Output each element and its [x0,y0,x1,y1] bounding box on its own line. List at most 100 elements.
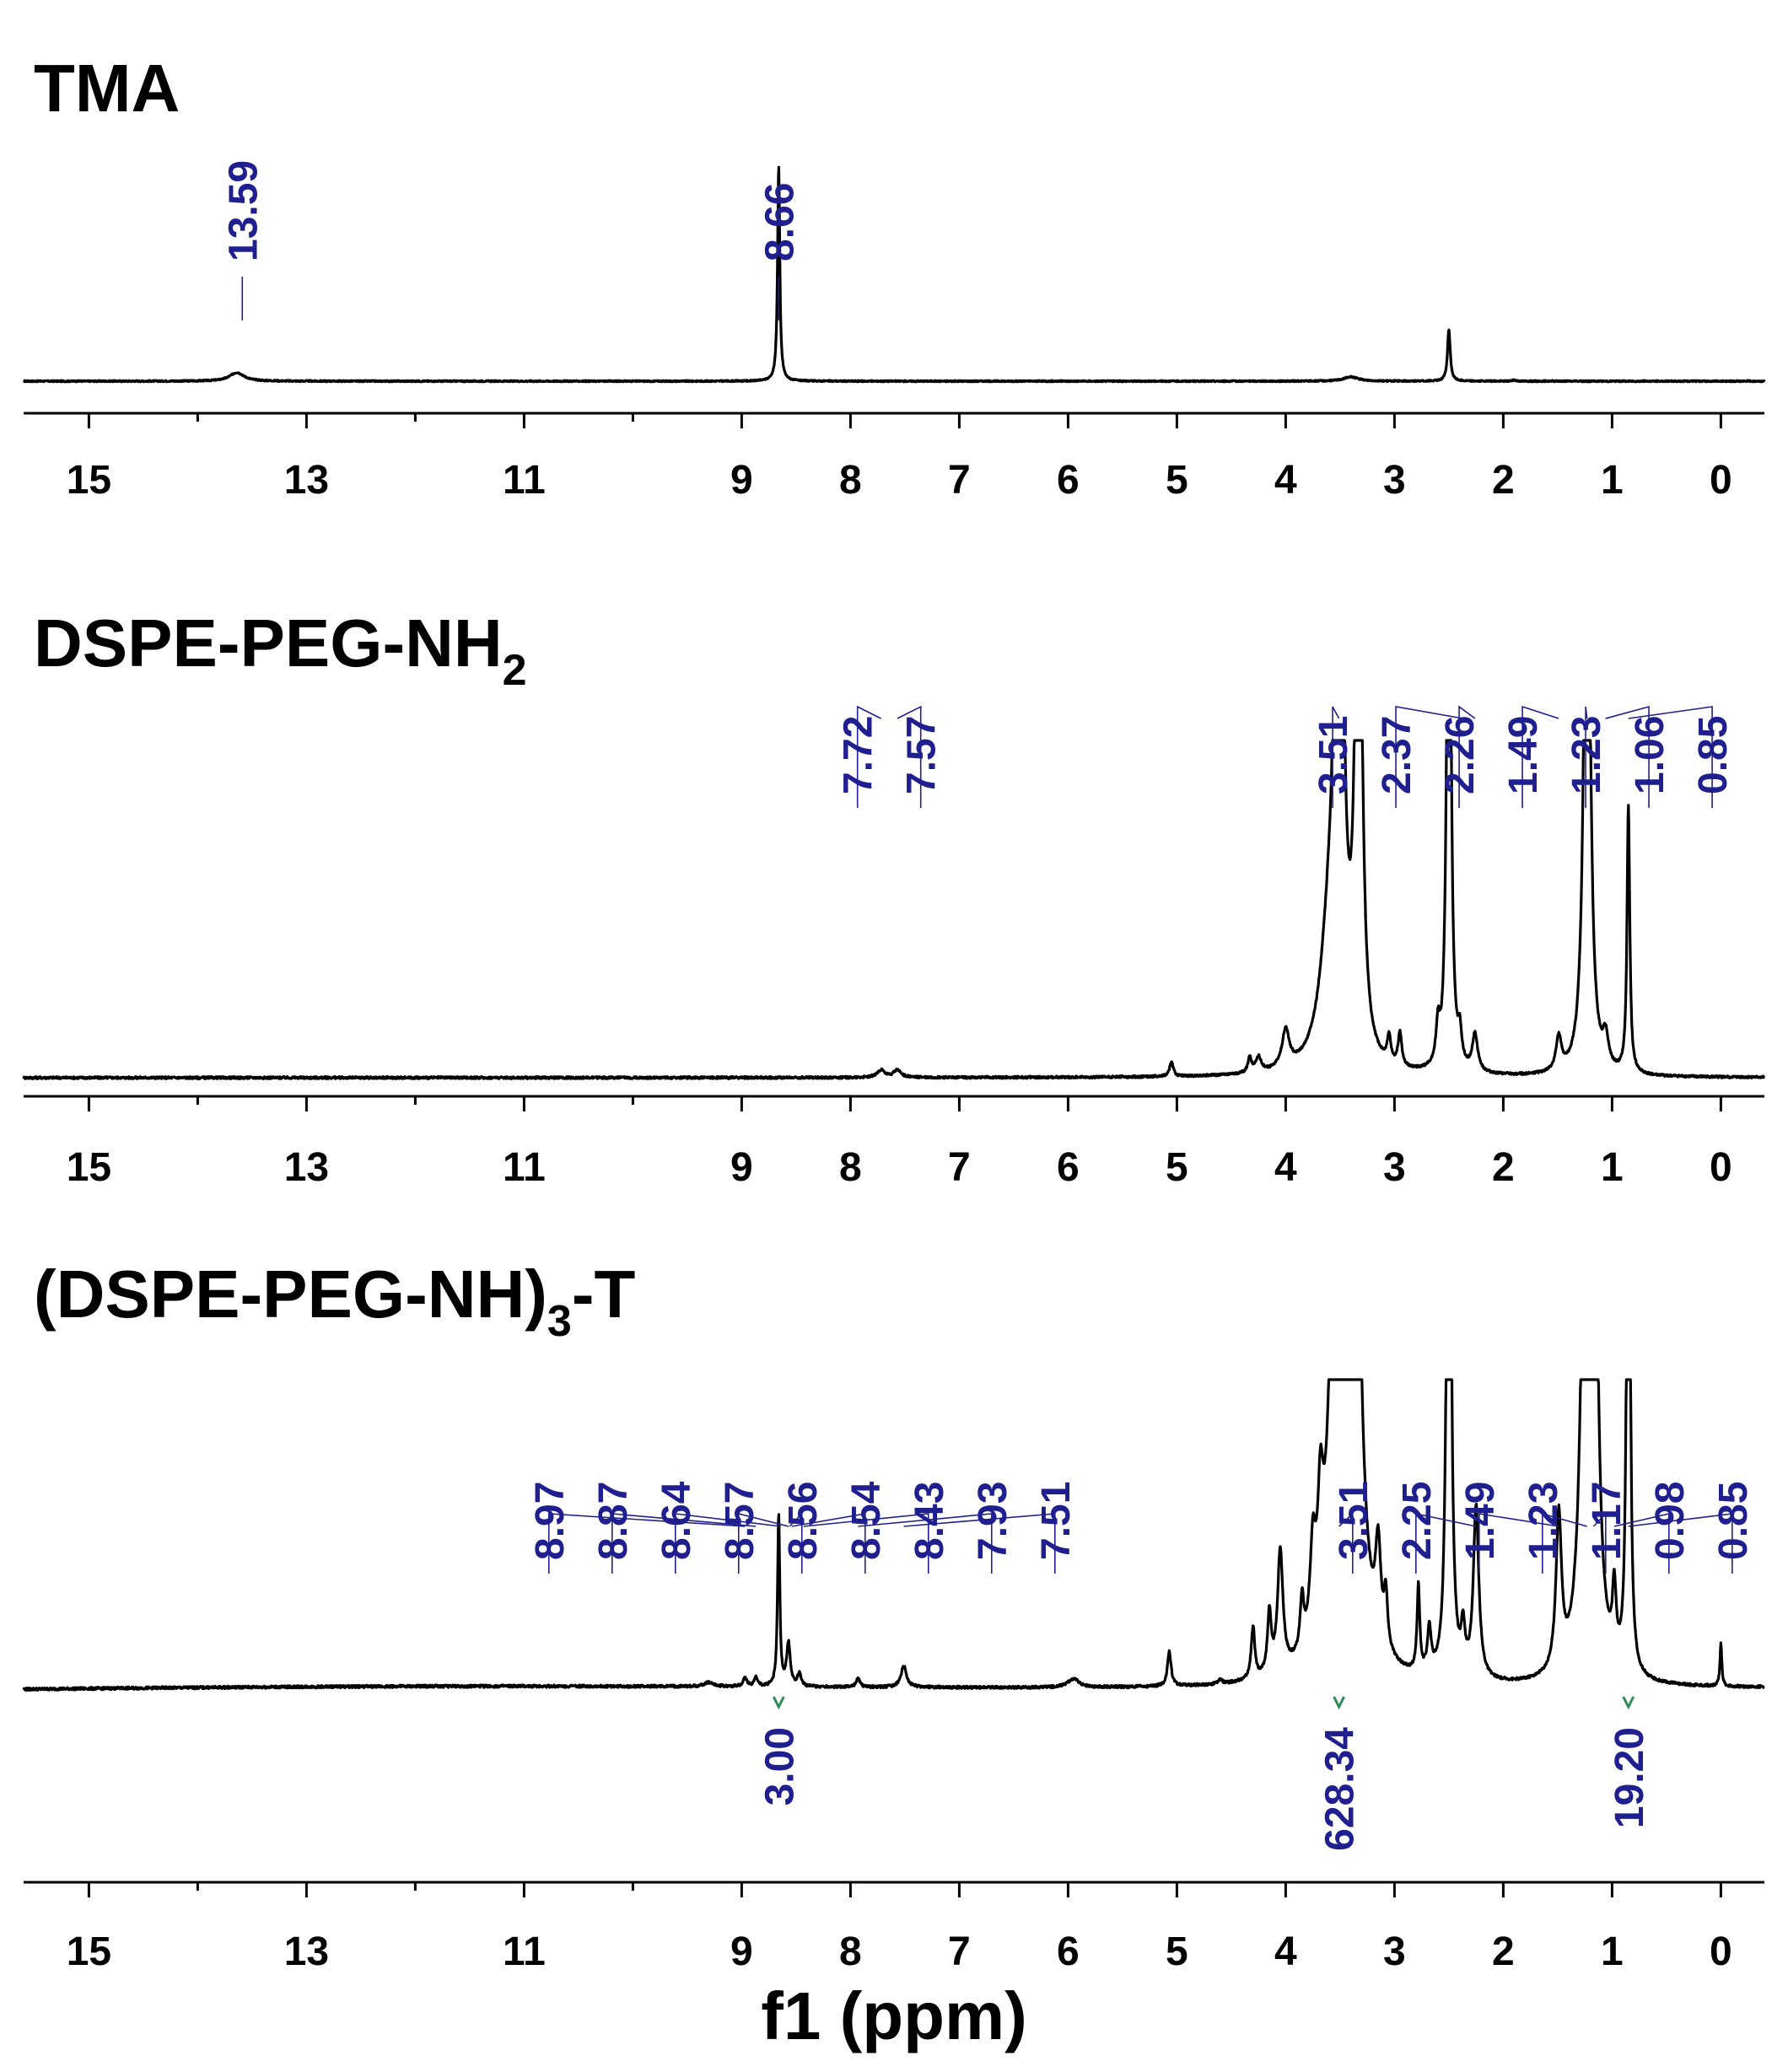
x-tick-label: 2 [1492,458,1515,503]
peak-label: 7.72 [837,716,881,794]
x-tick-label: 4 [1274,1929,1297,1974]
x-tick-label: 7 [948,1929,971,1974]
integral-label: 19.20 [1608,1727,1652,1828]
x-tick-label: 4 [1274,1145,1297,1190]
peak-label: 0.85 [1711,1482,1756,1560]
x-tick-label: 1 [1601,1145,1624,1190]
panel-title-main: (DSPE-PEG-NH) [34,1257,547,1332]
x-tick-label: 13 [284,1929,329,1974]
integral-marker [772,1696,785,1710]
peak-leader [1542,1512,1587,1574]
panel-dspe-peg-nh3-t: (DSPE-PEG-NH)3-T 15 13 11 9 8 7 6 5 4 3 2 1 0 8.97 8.… [22,1257,1766,1974]
x-tick-label: 15 [67,1929,111,1974]
peak-leader [1478,1513,1559,1574]
panel-title-suffix: -T [572,1257,636,1332]
x-tick-label: 0 [1710,1145,1732,1190]
peak-label: 8.97 [528,1482,573,1560]
peak-leader [1592,1512,1607,1574]
peak-label: 8.87 [591,1482,636,1560]
peak-leader [803,1513,929,1574]
x-tick-label: 9 [730,458,753,503]
x-tick-label: 6 [1057,1929,1080,1974]
peak-labels-dspe-peg-nh2: 7.72 7.57 3.51 2.37 2.26 1.49 1.23 1.06 0.85 [837,705,1736,808]
x-tick-label: 5 [1166,1929,1188,1974]
x-tick-label: 1 [1601,1929,1624,1974]
peak-leader [1585,706,1588,808]
peak-label: 1.49 [1501,716,1546,794]
peak-label: 8.57 [718,1482,762,1560]
x-tick-label: 8 [839,1145,862,1190]
peak-label: 1.23 [1521,1482,1566,1560]
peak-label: 2.25 [1395,1482,1440,1560]
panel-title-subscript: 3 [547,1297,572,1346]
peak-leader [1521,705,1559,808]
peak-leader [1395,706,1463,808]
x-tick-label: 11 [503,458,546,503]
x-tick-label: 0 [1710,1929,1732,1974]
panel-title-dspe-peg-nh2: DSPE-PEG-NH2 [34,605,527,695]
x-tick-label: 8 [839,458,862,503]
x-ticks-dspe-peg-nh2: 15 13 11 9 8 7 6 5 4 3 2 1 0 [24,1095,1764,1190]
x-ticks-tma: 15 13 11 9 8 7 6 5 4 3 2 1 0 [24,412,1764,503]
x-tick-label: 1 [1601,458,1624,503]
peak-label: 0.85 [1691,716,1736,794]
peak-label: 13.59 [221,160,266,261]
x-tick-label: 6 [1057,1145,1080,1190]
peak-label: 8.56 [781,1482,826,1560]
x-tick-label: 5 [1166,1145,1188,1190]
peak-leader [856,705,881,808]
integral-marker [1622,1696,1635,1710]
peak-leader [737,1512,789,1574]
peak-leader [1628,1513,1733,1574]
peak-label: 1.17 [1585,1482,1629,1560]
x-tick-label: 11 [503,1145,546,1190]
peak-leader [1332,706,1340,808]
x-tick-label: 11 [503,1929,546,1974]
peak-label: 2.37 [1375,716,1419,794]
peak-leader [1613,1512,1670,1574]
peak-labels-tma: 13.59 8.66 [221,160,802,320]
x-tick-label: 6 [1057,458,1080,503]
x-tick-label: 8 [839,1929,862,1974]
x-tick-label: 5 [1166,458,1188,503]
peak-leader [1628,706,1713,808]
peak-label: 1.49 [1458,1482,1503,1560]
peak-leader [547,1513,746,1574]
x-tick-label: 2 [1492,1929,1515,1974]
x-tick-label: 7 [948,458,971,503]
x-tick-label: 2 [1492,1145,1515,1190]
spectrum-trace [22,165,1766,384]
panel-title-tma: TMA [34,51,180,126]
integral-label: 3.00 [757,1727,802,1806]
peak-label: 2.26 [1438,716,1483,794]
peak-leader [789,1512,803,1574]
peak-leader [674,1513,781,1574]
x-tick-label: 9 [730,1145,753,1190]
peak-label: 7.51 [1034,1482,1079,1560]
x-tick-label: 9 [730,1929,753,1974]
x-tick-label: 13 [284,1145,329,1190]
peak-leader [903,1513,1056,1574]
x-tick-label: 3 [1383,458,1406,503]
peak-leader [1458,705,1476,808]
spectrum-trace [22,739,1766,1080]
panel-tma: TMA 15 13 11 9 8 7 6 5 4 3 2 1 0 13.59 8.66 [22,51,1766,503]
peak-label: 8.64 [654,1481,699,1560]
spectrum-dspe-peg-nh2 [22,739,1766,1080]
integral-marker [1333,1696,1345,1710]
peak-leader [897,705,922,808]
integrals-dspe-peg-nh3-t: 3.00 628.34 19.20 [757,1696,1652,1851]
peak-label: 3.51 [1311,716,1356,794]
spectrum-dspe-peg-nh3-t [22,1378,1766,1692]
spectrum-trace [22,1378,1766,1692]
peak-leader [1338,1512,1354,1574]
x-tick-label: 7 [948,1145,971,1190]
x-tick-label: 4 [1274,458,1297,503]
peak-label: 1.23 [1564,716,1609,794]
x-tick-label: 15 [67,1145,111,1190]
spectrum-tma [22,165,1766,384]
peak-leader [1605,705,1650,808]
panel-title-main: DSPE-PEG-NH [34,605,503,681]
x-tick-label: 13 [284,458,329,503]
